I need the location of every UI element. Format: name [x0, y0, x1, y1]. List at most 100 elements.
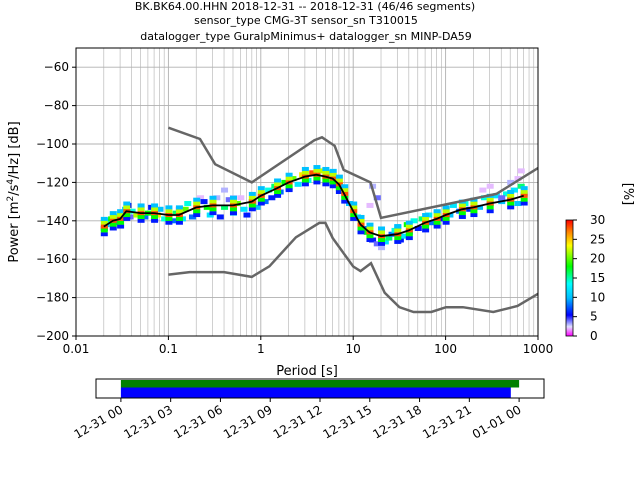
heatmap-cell [366, 202, 374, 208]
heatmap-cell [329, 168, 337, 173]
heatmap-cell [313, 168, 321, 173]
heatmap-cell [373, 195, 381, 201]
heatmap-cell [486, 183, 494, 189]
heatmap-cell [197, 195, 205, 201]
coverage-tick-label: 12-31 18 [370, 402, 424, 441]
heatmap-cell [350, 213, 358, 218]
coverage-tick-label: 12-31 09 [221, 402, 275, 441]
heatmap-cell [394, 228, 402, 233]
heatmap-cell [514, 201, 522, 207]
y-tick-label: −180 [36, 291, 69, 305]
heatmap-cell [109, 211, 117, 216]
heatmap-cell [151, 218, 159, 223]
heatmap-cell [492, 193, 500, 199]
heatmap-cell [100, 220, 108, 225]
heatmap-cell [414, 225, 422, 231]
heatmap-cell [442, 220, 450, 225]
heatmap-cell [511, 187, 519, 193]
heatmap-cell [221, 204, 229, 210]
colorbar-tick-label: 25 [590, 232, 605, 246]
heatmap-cell [470, 201, 478, 206]
heatmap-cell [253, 204, 261, 210]
heatmap-cell [470, 213, 478, 218]
heatmap-cell [422, 228, 430, 233]
heatmap-cell [442, 209, 450, 214]
heatmap-cell [400, 233, 408, 239]
heatmap-cell [175, 209, 183, 214]
heatmap-cell [216, 214, 224, 220]
y-tick-label: −80 [44, 99, 69, 113]
heatmap-cell [405, 232, 413, 237]
heatmap-cell [486, 197, 494, 202]
heatmap-cell [233, 201, 241, 207]
heatmap-cell [229, 207, 237, 212]
heatmap-cell [442, 205, 450, 210]
heatmap-cell [373, 241, 381, 247]
heatmap-cell [329, 180, 337, 185]
heatmap-cell [422, 216, 430, 221]
new-low-noise-model-line [168, 221, 538, 314]
heatmap-cell [422, 213, 430, 218]
coverage-tick-label: 12-31 12 [271, 402, 325, 441]
heatmap-cell [449, 202, 457, 208]
heatmap-cell [335, 174, 343, 179]
heatmap-cell [422, 224, 430, 229]
heatmap-cell [257, 201, 265, 206]
noise-models [167, 126, 538, 314]
chart-title-line-1: BK.BK64.00.HHN 2018-12-31 -- 2018-12-31 … [135, 0, 475, 13]
heatmap-cell [109, 226, 117, 231]
heatmap-cell [301, 166, 309, 171]
heatmap-cell [141, 214, 149, 220]
heatmap-cell [213, 195, 221, 201]
coverage-tick-label: 01-01 00 [470, 402, 524, 441]
chart-title-line-2: sensor_type CMG-3T sensor_sn T310015 [194, 14, 418, 27]
heatmap-cell [165, 205, 173, 210]
heatmap-cell [301, 182, 309, 187]
x-axis-ticks: 0.01 0.1 1 10 100 1000 [63, 336, 554, 356]
heatmap-cell [229, 211, 237, 216]
heatmap-cell [378, 241, 386, 246]
heatmap-cell [366, 234, 374, 239]
heatmap-cell [378, 226, 386, 231]
y-axis-label: Power [m2/s4/Hz] [dB] [6, 121, 22, 262]
heatmap-cell [442, 216, 450, 221]
coverage-tick-label: 12-31 15 [321, 402, 375, 441]
heatmap-cell [188, 214, 196, 220]
heatmap-cell [405, 236, 413, 241]
heatmap-cell [480, 195, 488, 201]
heatmap-cell [366, 238, 374, 242]
colorbar-tick-label: 5 [590, 310, 598, 324]
heatmap-cell [193, 197, 201, 202]
x-tick-label: 1000 [523, 342, 554, 356]
heatmap-cell [175, 220, 183, 225]
heatmap-cell [405, 224, 413, 229]
y-tick-label: −160 [36, 252, 69, 266]
heatmap-cell [294, 181, 302, 187]
heatmap-cell [209, 211, 217, 216]
heatmap-cell [221, 187, 229, 193]
heatmap-cell [100, 232, 108, 237]
colorbar-ticks: 0 5 10 15 20 25 30 [573, 213, 605, 343]
heatmap-cell [285, 184, 293, 189]
heatmap-cell [274, 178, 282, 183]
x-tick-label: 10 [346, 342, 361, 356]
heatmap-cell [357, 230, 365, 235]
heatmap-cell [257, 190, 265, 194]
heatmap-cell [433, 209, 441, 214]
heatmap-cell [322, 178, 330, 183]
heatmap-cell [203, 204, 211, 210]
heatmap-cell [285, 172, 293, 177]
heatmap-cell [357, 218, 365, 223]
heatmap-cell [184, 201, 192, 207]
heatmap-cell [109, 222, 117, 227]
heatmap-cell [117, 220, 125, 225]
heatmap-cell [514, 176, 522, 182]
heatmap-cell [165, 209, 173, 214]
heatmap-cell [265, 187, 273, 193]
heatmap-cell [193, 209, 201, 214]
heatmap-cell [458, 203, 466, 208]
y-tick-label: −120 [36, 175, 69, 189]
heatmap-cell [517, 168, 525, 174]
heatmap-cell [123, 205, 131, 210]
y-tick-label: −140 [36, 214, 69, 228]
